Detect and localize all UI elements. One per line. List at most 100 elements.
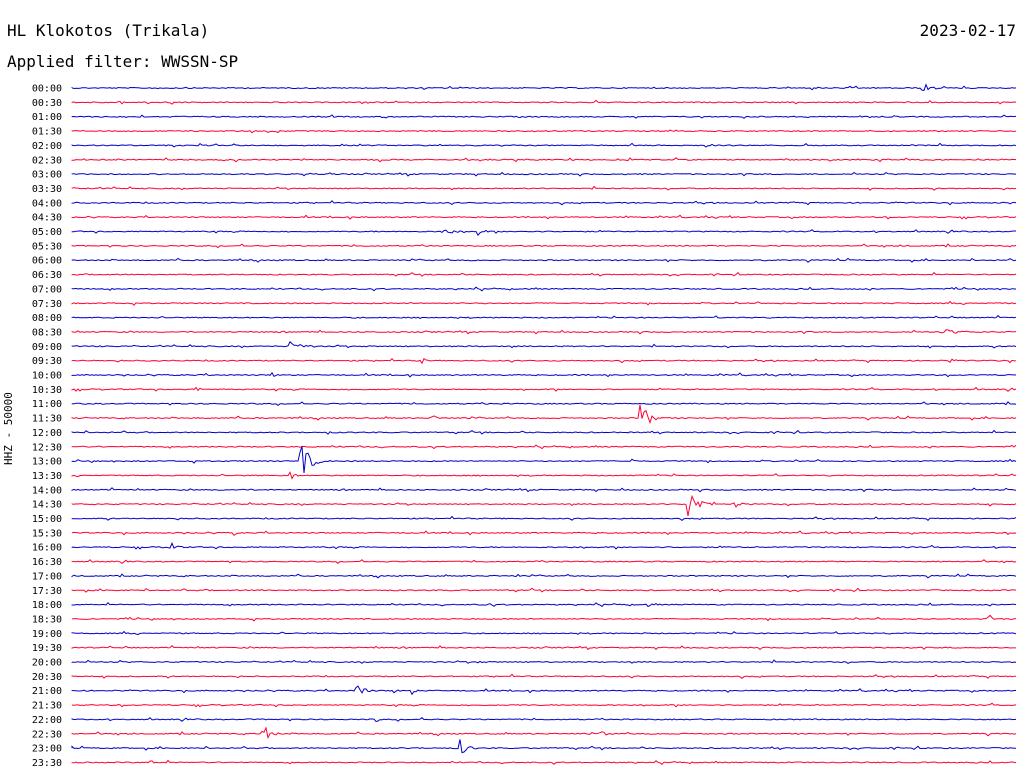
seismic-trace [71,185,1017,191]
trace-time-label: 01:30 [32,127,62,138]
seismic-trace [71,587,1017,593]
trace-time-label: 13:30 [32,471,62,482]
seismic-trace [71,271,1017,277]
seismic-trace [71,371,1017,378]
seismic-trace [71,494,1017,516]
trace-time-label: 14:30 [32,500,62,511]
seismic-trace [71,659,1017,664]
trace-time-label: 05:30 [32,241,62,252]
trace-time-label: 09:30 [32,356,62,367]
trace-time-label: 11:30 [32,414,62,425]
seismic-trace [71,314,1017,320]
trace-time-label: 03:00 [32,170,62,181]
seismic-trace [71,329,1017,335]
seismic-trace [71,630,1017,636]
seismic-trace [71,171,1016,177]
trace-time-label: 02:30 [32,155,62,166]
trace-time-label: 20:00 [32,658,62,669]
trace-time-label: 18:00 [32,600,62,611]
seismic-trace [71,471,1017,480]
seismic-trace [71,404,1017,425]
seismic-trace [71,614,1017,622]
seismic-trace [71,601,1017,608]
seismic-trace [71,573,1017,579]
seismic-trace [71,685,1017,696]
seismic-trace [71,673,1016,679]
station-title: HL Klokotos (Trikala) [7,21,210,40]
trace-time-label: 15:30 [32,528,62,539]
seismic-trace [71,200,1017,206]
seismic-trace [71,243,1017,249]
trace-time-label: 10:00 [32,371,62,382]
seismic-trace [71,142,1017,148]
trace-time-label: 12:00 [32,428,62,439]
trace-time-label: 23:30 [32,758,62,769]
trace-time-label: 07:00 [32,284,62,295]
seismic-trace [71,99,1017,105]
seismic-trace [71,386,1017,392]
seismic-trace [71,300,1017,306]
trace-time-label: 21:30 [32,701,62,712]
seismic-trace [71,726,1017,740]
seismic-trace [71,286,1017,292]
seismic-trace [71,357,1017,365]
trace-time-label: 02:00 [32,141,62,152]
trace-time-label: 04:00 [32,198,62,209]
trace-time-label: 19:30 [32,643,62,654]
seismic-trace [71,157,1017,163]
trace-time-label: 12:30 [32,442,62,453]
trace-time-label: 11:00 [32,399,62,410]
trace-time-label: 05:00 [32,227,62,238]
trace-time-label: 00:30 [32,98,62,109]
trace-time-label: 16:00 [32,543,62,554]
seismic-trace [71,429,1017,435]
seismic-trace [71,541,1017,550]
trace-time-label: 04:30 [32,213,62,224]
seismic-trace [71,702,1017,708]
trace-time-label: 06:30 [32,270,62,281]
seismic-trace [71,257,1017,263]
trace-time-label: 18:30 [32,614,62,625]
trace-time-label: 19:00 [32,629,62,640]
trace-time-label: 13:00 [32,457,62,468]
seismic-trace [71,340,1017,349]
seismic-trace [71,83,1017,91]
trace-time-label: 21:00 [32,686,62,697]
trace-time-label: 10:30 [32,385,62,396]
seismic-trace [71,229,1016,236]
trace-time-label: 01:00 [32,112,62,123]
trace-time-label: 14:00 [32,485,62,496]
seismic-trace [71,717,1017,723]
trace-time-label: 20:30 [32,672,62,683]
trace-time-label: 08:00 [32,313,62,324]
seismic-trace [71,487,1017,493]
trace-time-label: 17:30 [32,586,62,597]
seismic-trace [71,444,1017,450]
trace-time-label: 15:00 [32,514,62,525]
seismic-trace [71,515,1017,522]
seismic-trace [71,559,1017,565]
trace-time-label: 23:00 [32,744,62,755]
seismic-trace [71,530,1017,536]
filter-label: Applied filter: WWSSN-SP [7,52,239,71]
trace-time-label: 16:30 [32,557,62,568]
seismic-trace [71,446,1017,474]
date-label: 2023-02-17 [919,21,1016,40]
seismic-trace [71,129,1017,134]
trace-time-label: 06:00 [32,256,62,267]
trace-time-label: 08:30 [32,327,62,338]
trace-time-label: 22:30 [32,729,62,740]
seismic-trace [71,214,1017,220]
trace-time-label: 09:00 [32,342,62,353]
trace-time-label: 17:00 [32,571,62,582]
seismic-trace [71,645,1016,651]
trace-time-label: 07:30 [32,299,62,310]
trace-time-label: 03:30 [32,184,62,195]
seismic-trace [71,739,1017,754]
seismic-trace [71,114,1017,119]
trace-time-label: 00:00 [32,84,62,95]
seismic-trace [71,401,1017,407]
seismic-trace [71,759,1017,765]
trace-time-label: 22:00 [32,715,62,726]
